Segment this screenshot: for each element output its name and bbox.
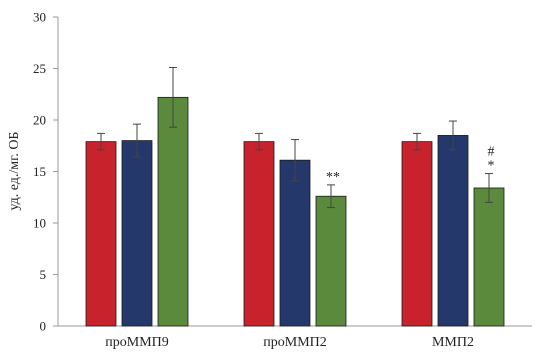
y-tick-label: 10 <box>33 216 46 231</box>
bar <box>121 140 153 327</box>
bar <box>315 195 347 327</box>
category-labels: проММП9 проММП2 ММП2 <box>105 335 474 350</box>
y-tick-label: 30 <box>33 10 46 25</box>
bar <box>243 141 275 327</box>
bars <box>85 96 505 327</box>
significance-annotations: ** #* <box>326 145 495 185</box>
bar <box>401 141 433 327</box>
significance-mark: * <box>488 159 495 174</box>
error-bars <box>97 66 493 209</box>
x-tick-label: проММП2 <box>263 335 327 350</box>
bar <box>473 187 505 327</box>
bar <box>157 96 189 327</box>
y-tick-label: 15 <box>33 164 46 179</box>
y-tick-label: 25 <box>33 61 46 76</box>
x-tick-label: ММП2 <box>432 335 474 350</box>
significance-mark: ** <box>326 170 340 185</box>
bar <box>85 141 117 327</box>
y-tick-label: 5 <box>40 267 47 282</box>
y-tick-label: 0 <box>40 319 47 334</box>
y-tick-label: 20 <box>33 113 46 128</box>
y-axis-label: уд. ед./мг. ОБ <box>7 132 22 211</box>
y-axis: 0 5 10 15 20 25 30 <box>33 10 59 334</box>
significance-mark: # <box>488 145 495 160</box>
x-tick-label: проММП9 <box>105 335 169 350</box>
bar <box>437 135 469 327</box>
bar <box>279 159 311 327</box>
